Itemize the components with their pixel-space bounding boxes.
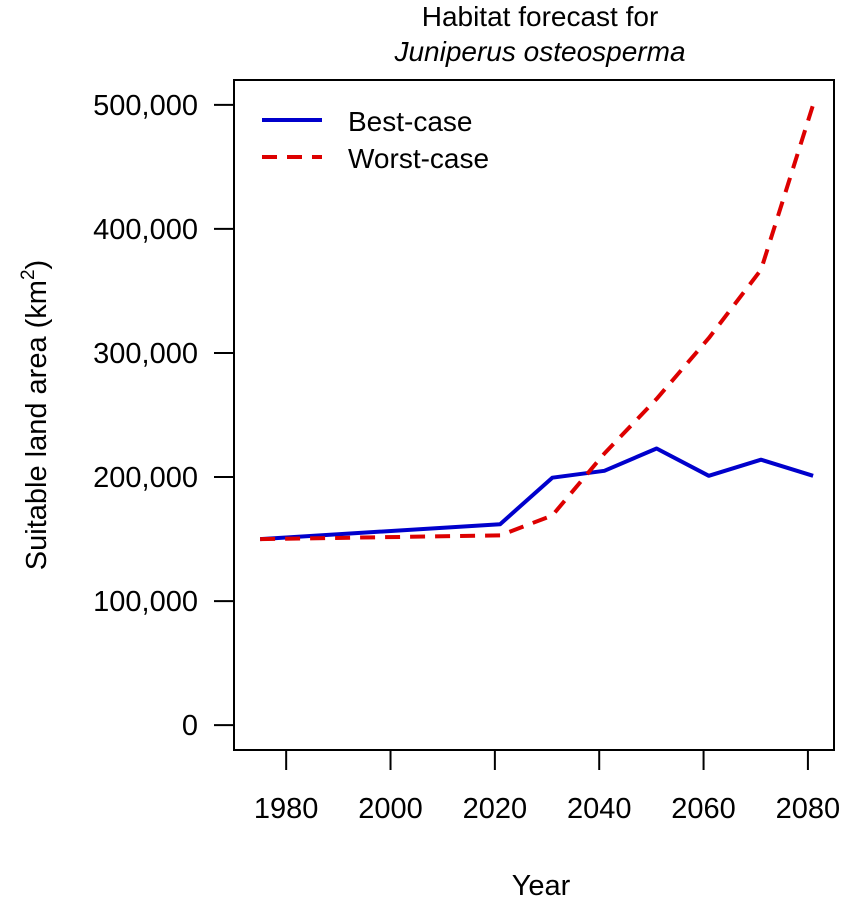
- x-axis: 1980 2000 2020 2040 2060 2080: [254, 750, 840, 825]
- y-axis: 0 100,000 200,000 300,000 400,000 500,000: [93, 90, 234, 742]
- y-axis-label: Suitable land area (km2): [18, 260, 53, 570]
- chart-title-line1: Habitat forecast for: [422, 1, 659, 32]
- y-axis-label-main: Suitable land area (km: [21, 280, 53, 570]
- legend: Best-case Worst-case: [262, 106, 489, 174]
- y-tick-label-500000: 500,000: [93, 90, 198, 122]
- legend-label-best-case: Best-case: [348, 106, 473, 137]
- legend-label-worst-case: Worst-case: [348, 143, 489, 174]
- series-line-worst-case: [260, 104, 816, 542]
- x-tick-label-2000: 2000: [358, 793, 423, 825]
- series-line-best-case: [259, 446, 814, 542]
- plot-frame: [233, 79, 835, 751]
- x-tick-label-1980: 1980: [254, 793, 319, 825]
- chart-title-line2: Juniperus osteosperma: [393, 36, 685, 67]
- y-tick-label-100000: 100,000: [93, 586, 198, 618]
- y-axis-label-superscript: 2: [18, 269, 39, 280]
- y-tick-label-300000: 300,000: [93, 338, 198, 370]
- y-axis-label-close: ): [21, 260, 53, 270]
- y-tick-label-0: 0: [182, 710, 198, 742]
- series-layer: [259, 104, 816, 542]
- y-tick-label-400000: 400,000: [93, 214, 198, 246]
- x-axis-label: Year: [512, 870, 571, 898]
- x-tick-label-2060: 2060: [671, 793, 736, 825]
- x-tick-label-2040: 2040: [567, 793, 632, 825]
- x-tick-label-2020: 2020: [463, 793, 528, 825]
- x-tick-label-2080: 2080: [776, 793, 841, 825]
- y-tick-label-200000: 200,000: [93, 462, 198, 494]
